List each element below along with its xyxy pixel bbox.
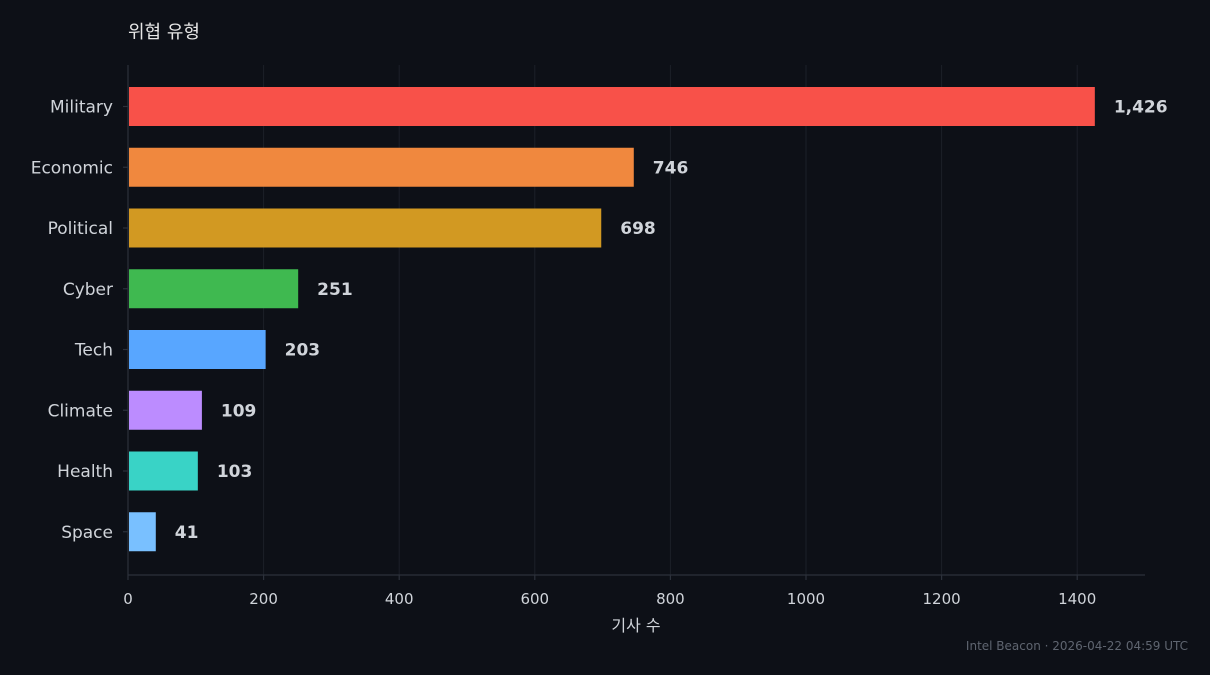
x-tick-label: 1200 xyxy=(923,590,961,608)
bars: 1,426 746 698 251 203 109 103 41 xyxy=(129,87,1168,552)
category-label: Cyber xyxy=(63,280,113,300)
x-tick-label: 0 xyxy=(123,590,133,608)
x-tick-label: 1000 xyxy=(787,590,825,608)
category-label: Military xyxy=(50,98,113,118)
bar-military xyxy=(129,87,1095,126)
axes: 0 200 400 600 800 1000 1200 1400 Military Economi… xyxy=(31,65,1145,608)
category-label: Tech xyxy=(74,341,113,361)
value-label: 103 xyxy=(217,462,253,482)
footer-text: Intel Beacon · 2026-04-22 04:59 UTC xyxy=(966,639,1188,653)
x-axis-label: 기사 수 xyxy=(611,616,660,635)
value-label: 41 xyxy=(175,523,199,543)
category-label: Climate xyxy=(48,401,113,421)
value-label: 203 xyxy=(285,341,321,361)
value-label: 746 xyxy=(653,158,689,178)
bar-tech xyxy=(129,330,266,369)
bar-political xyxy=(129,208,602,248)
bar-climate xyxy=(129,390,202,430)
category-label: Political xyxy=(48,219,113,239)
value-label: 109 xyxy=(221,401,256,421)
bar-space xyxy=(129,512,156,552)
x-tick-label: 800 xyxy=(656,590,685,608)
x-tick-label: 400 xyxy=(385,590,414,608)
bar-economic xyxy=(129,147,634,187)
chart-title: 위협 유형 xyxy=(128,22,200,43)
x-tick-label: 200 xyxy=(249,590,278,608)
category-label: Economic xyxy=(31,158,113,178)
value-label: 1,426 xyxy=(1114,98,1168,118)
gridlines xyxy=(263,65,1078,575)
category-label: Health xyxy=(57,462,113,482)
value-label: 698 xyxy=(620,219,656,239)
bar-cyber xyxy=(129,269,299,309)
x-tick-label: 1400 xyxy=(1058,590,1096,608)
category-label: Space xyxy=(61,523,113,543)
value-label: 251 xyxy=(317,280,353,300)
x-tick-label: 600 xyxy=(520,590,549,608)
bar-health xyxy=(129,451,198,491)
